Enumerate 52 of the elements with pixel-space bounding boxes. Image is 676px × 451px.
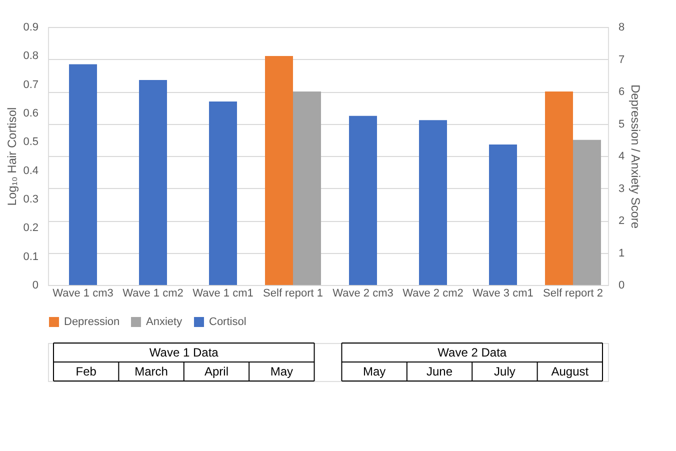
x-tick-label: Wave 1 cm1	[192, 288, 254, 300]
text: March	[134, 364, 168, 378]
legend-label: Anxiety	[146, 316, 183, 328]
text: June	[426, 364, 453, 378]
y-tick-label: 0.6	[23, 108, 38, 120]
y2-tick-label: 3	[618, 182, 625, 195]
y2-tick-label: 0	[618, 280, 625, 292]
text: Feb	[76, 364, 97, 378]
x-tick-label: Wave 2 cm2	[402, 288, 464, 300]
x-tick-label: Self report 1	[263, 288, 323, 300]
bar	[545, 92, 573, 285]
y-tick-label: 0.1	[23, 250, 38, 263]
y2-tick-label: 6	[618, 86, 625, 98]
y-axis-title: Log₁₀ Hair Cortisol	[5, 107, 20, 206]
x-tick-label: Self report 2	[543, 288, 603, 300]
y-tick-label: 0	[32, 280, 38, 292]
y2-tick-label: 8	[618, 22, 625, 34]
text: May	[362, 364, 386, 378]
y-tick-label: 0.9	[23, 22, 38, 34]
y2-tick-label: 2	[618, 215, 625, 227]
text: May	[270, 364, 294, 378]
bar	[209, 102, 237, 285]
x-tick-label: Wave 1 cm2	[122, 288, 184, 300]
legend-label: Depression	[64, 316, 120, 328]
y-tick-label: 0.5	[23, 136, 38, 148]
y-tick-label: 0.7	[23, 78, 38, 91]
text: August	[551, 364, 590, 378]
y2-tick-label: 4	[618, 150, 625, 162]
text: Wave 1 Data	[149, 346, 219, 360]
y-tick-label: 0.2	[23, 222, 38, 234]
y2-tick-label: 1	[618, 247, 625, 260]
y-tick-label: 0.8	[23, 50, 38, 62]
text: July	[494, 364, 516, 378]
y2-tick-label: 7	[618, 54, 625, 66]
bar	[419, 120, 447, 285]
bar	[293, 92, 321, 285]
x-tick-label: Wave 1 cm3	[52, 288, 114, 300]
bar	[265, 56, 293, 285]
text: Wave 2 Data	[438, 346, 507, 360]
y2-axis-title: Depression / Anxiety Score	[628, 84, 643, 229]
bar	[69, 64, 97, 285]
bar	[489, 144, 517, 285]
text: April	[204, 364, 228, 378]
bar	[139, 80, 167, 285]
y2-tick-label: 5	[618, 118, 625, 130]
y-tick-label: 0.4	[23, 164, 38, 177]
legend-label: Cortisol	[209, 316, 246, 328]
x-tick-label: Wave 2 cm3	[332, 288, 394, 300]
x-tick-label: Wave 3 cm1	[472, 288, 534, 300]
y-tick-label: 0.3	[23, 194, 38, 206]
bar	[349, 116, 377, 285]
bar	[573, 140, 601, 285]
